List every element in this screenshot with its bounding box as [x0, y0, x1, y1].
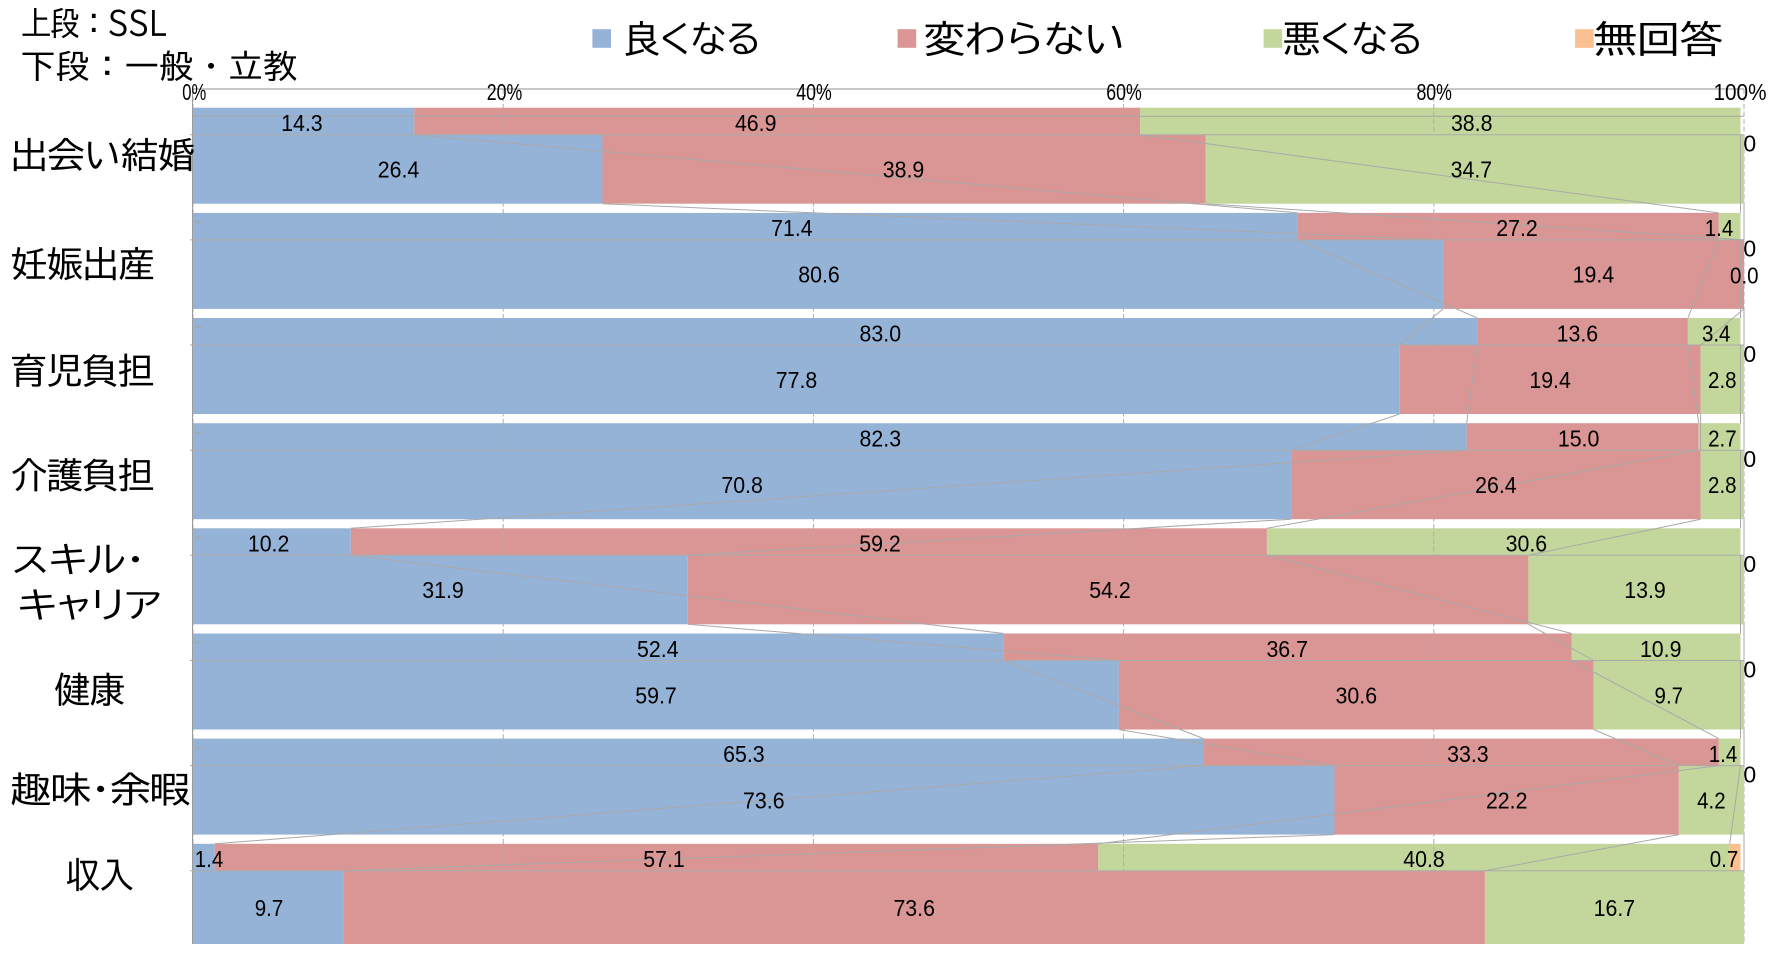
- svg-text:83.0: 83.0: [860, 320, 902, 346]
- svg-text:0: 0: [1743, 446, 1756, 472]
- svg-text:9.7: 9.7: [1655, 682, 1684, 708]
- svg-text:0.7: 0.7: [1710, 846, 1739, 872]
- svg-text:0: 0: [1743, 236, 1756, 262]
- svg-text:10.9: 10.9: [1640, 636, 1682, 662]
- svg-text:59.2: 59.2: [859, 531, 901, 557]
- svg-text:33.3: 33.3: [1447, 741, 1489, 767]
- svg-text:82.3: 82.3: [860, 426, 902, 452]
- svg-text:2.8: 2.8: [1708, 367, 1737, 393]
- svg-text:38.9: 38.9: [883, 157, 925, 183]
- svg-text:0: 0: [1743, 551, 1756, 577]
- svg-text:0: 0: [1743, 762, 1756, 788]
- svg-text:16.7: 16.7: [1594, 895, 1636, 921]
- svg-text:80.6: 80.6: [798, 262, 840, 288]
- svg-text:77.8: 77.8: [776, 367, 818, 393]
- svg-text:4.2: 4.2: [1697, 788, 1726, 814]
- svg-text:40.8: 40.8: [1403, 846, 1445, 872]
- svg-text:19.4: 19.4: [1573, 262, 1615, 288]
- svg-text:26.4: 26.4: [378, 157, 420, 183]
- svg-text:36.7: 36.7: [1266, 636, 1308, 662]
- svg-text:46.9: 46.9: [735, 110, 777, 136]
- svg-text:30.6: 30.6: [1506, 531, 1548, 557]
- svg-text:0: 0: [1743, 656, 1756, 682]
- svg-text:19.4: 19.4: [1529, 367, 1571, 393]
- svg-text:9.7: 9.7: [255, 895, 284, 921]
- svg-text:65.3: 65.3: [723, 741, 765, 767]
- svg-text:3.4: 3.4: [1702, 320, 1731, 346]
- svg-text:20%: 20%: [487, 79, 523, 105]
- svg-text:57.1: 57.1: [643, 846, 685, 872]
- svg-text:54.2: 54.2: [1089, 577, 1131, 603]
- svg-text:52.4: 52.4: [637, 636, 679, 662]
- svg-text:1.4: 1.4: [1705, 215, 1734, 241]
- svg-text:27.2: 27.2: [1496, 215, 1538, 241]
- svg-text:0: 0: [1743, 341, 1756, 367]
- svg-text:2.8: 2.8: [1708, 472, 1737, 498]
- svg-text:14.3: 14.3: [281, 110, 323, 136]
- svg-text:0.0: 0.0: [1730, 263, 1759, 289]
- svg-text:73.6: 73.6: [893, 895, 935, 921]
- svg-text:1.4: 1.4: [1709, 741, 1738, 767]
- svg-text:40%: 40%: [796, 79, 832, 105]
- svg-text:80%: 80%: [1416, 79, 1452, 105]
- svg-text:15.0: 15.0: [1558, 426, 1600, 452]
- svg-text:34.7: 34.7: [1451, 157, 1493, 183]
- svg-text:2.7: 2.7: [1708, 426, 1737, 452]
- svg-text:13.9: 13.9: [1624, 577, 1666, 603]
- svg-text:30.6: 30.6: [1336, 682, 1378, 708]
- svg-text:0%: 0%: [182, 79, 206, 105]
- svg-text:71.4: 71.4: [771, 215, 813, 241]
- svg-text:70.8: 70.8: [721, 472, 763, 498]
- svg-text:38.8: 38.8: [1451, 110, 1493, 136]
- svg-text:31.9: 31.9: [422, 577, 464, 603]
- svg-text:26.4: 26.4: [1475, 472, 1517, 498]
- svg-text:10.2: 10.2: [248, 531, 290, 557]
- svg-text:22.2: 22.2: [1486, 788, 1528, 814]
- svg-text:59.7: 59.7: [635, 682, 677, 708]
- svg-text:100%: 100%: [1714, 79, 1767, 105]
- svg-text:1.4: 1.4: [195, 846, 224, 872]
- svg-text:13.6: 13.6: [1557, 320, 1599, 346]
- svg-text:60%: 60%: [1106, 79, 1142, 105]
- svg-text:73.6: 73.6: [743, 788, 785, 814]
- svg-text:0: 0: [1743, 131, 1756, 157]
